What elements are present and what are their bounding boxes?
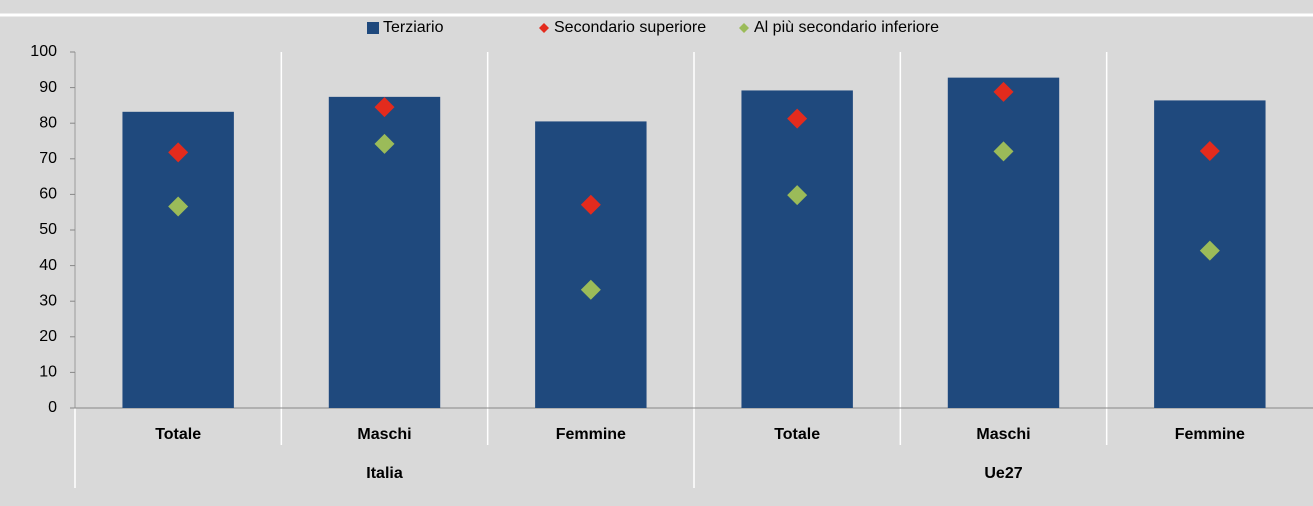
x-tick-label: Maschi (976, 426, 1030, 443)
diamond-marker (787, 108, 808, 129)
group-label: Italia (366, 465, 403, 482)
diamond-marker (374, 133, 395, 154)
diamond-marker (1199, 140, 1220, 161)
y-tick-label: 30 (39, 292, 57, 309)
x-tick-label: Femmine (1175, 426, 1245, 443)
y-tick-label: 90 (39, 79, 57, 96)
diamond-marker (993, 81, 1014, 102)
y-tick-label: 50 (39, 221, 57, 238)
x-tick-label: Totale (155, 426, 201, 443)
legend-swatch (367, 22, 379, 34)
legend-swatch (739, 23, 749, 33)
y-tick-label: 70 (39, 150, 57, 167)
y-tick-label: 100 (30, 43, 57, 60)
y-tick-label: 20 (39, 328, 57, 345)
diamond-marker (168, 142, 189, 163)
diamond-marker (787, 185, 808, 206)
bar (947, 77, 1060, 408)
y-tick-label: 40 (39, 257, 57, 274)
legend-label: Secondario superiore (554, 19, 706, 36)
y-tick-label: 80 (39, 114, 57, 131)
x-tick-label: Totale (774, 426, 820, 443)
group-label: Ue27 (984, 465, 1022, 482)
diamond-marker (993, 141, 1014, 162)
bar (741, 90, 853, 408)
diamond-marker (580, 194, 601, 215)
legend-label: Terziario (383, 19, 444, 36)
y-tick-label: 10 (39, 364, 57, 381)
bar (535, 121, 647, 409)
y-tick-label: 0 (48, 399, 57, 416)
diamond-marker (168, 196, 189, 217)
legend-swatch (539, 23, 549, 33)
y-tick-label: 60 (39, 186, 57, 203)
x-tick-label: Femmine (556, 426, 626, 443)
diamond-marker (1199, 240, 1220, 261)
diamond-marker (374, 97, 395, 118)
legend-label: Al più secondario inferiore (754, 19, 939, 36)
x-tick-label: Maschi (357, 426, 411, 443)
diamond-marker (580, 279, 601, 300)
